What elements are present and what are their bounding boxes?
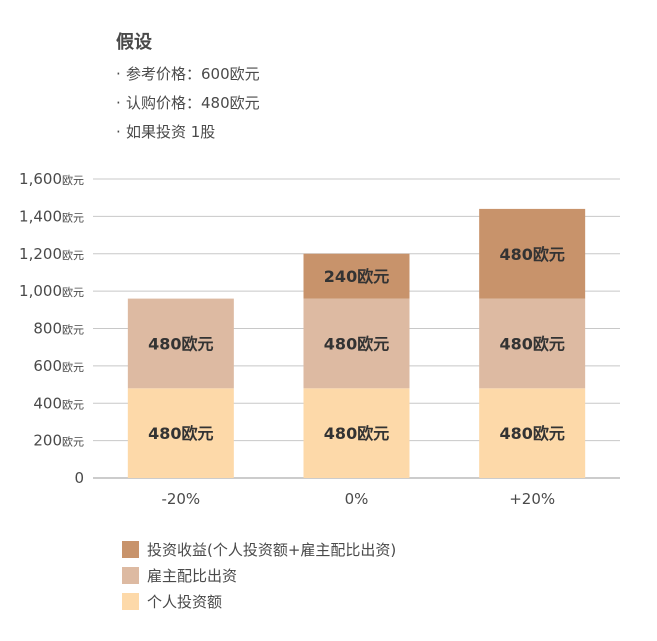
legend-item-personal-investment: 个人投资额	[122, 588, 396, 614]
bar-segment	[127, 298, 234, 389]
bar-data-label: 480欧元	[499, 245, 564, 264]
y-tick-label: 800欧元	[33, 320, 84, 338]
y-tick-label: 600欧元	[33, 357, 84, 375]
y-tick-label: 1,200欧元	[19, 245, 84, 263]
y-tick-label: 1,400欧元	[19, 207, 84, 225]
y-tick-label: 1,600欧元	[19, 170, 84, 188]
bar-segment	[303, 298, 410, 389]
bar-data-label: 480欧元	[324, 334, 389, 353]
y-tick-label: 0	[74, 469, 84, 487]
bar-segment	[303, 388, 410, 478]
bar-data-label: 240欧元	[324, 267, 389, 286]
x-tick-label: +20%	[509, 490, 555, 508]
y-tick-label: 1,000欧元	[19, 282, 84, 300]
legend-label-personal-investment: 个人投资额	[147, 592, 223, 611]
bar-data-label: 480欧元	[324, 424, 389, 443]
assumptions-list: 参考价格：600欧元 认购价格：480欧元 如果投资 1股	[116, 60, 260, 147]
assumption-subscription-price: 认购价格：480欧元	[116, 89, 260, 118]
bar-segment	[479, 388, 586, 478]
bar-segment	[303, 253, 410, 299]
bar-data-label: 480欧元	[499, 334, 564, 353]
legend-item-investment-return: 投资收益(个人投资额+雇主配比出资)	[122, 536, 396, 562]
chart-legend: 投资收益(个人投资额+雇主配比出资) 雇主配比出资 个人投资额	[122, 536, 396, 614]
legend-item-employer-match: 雇主配比出资	[122, 562, 396, 588]
assumptions-title: 假设	[116, 32, 152, 53]
bar-segment	[127, 388, 234, 478]
legend-swatch-employer-match	[122, 566, 139, 584]
y-tick-label: 200欧元	[33, 432, 84, 450]
y-tick-label: 400欧元	[33, 394, 84, 412]
bar-segment	[479, 208, 586, 299]
assumption-reference-price: 参考价格：600欧元	[116, 60, 260, 89]
x-tick-label: 0%	[345, 490, 369, 508]
legend-swatch-investment-return	[122, 540, 139, 558]
bar-data-label: 480欧元	[148, 334, 213, 353]
legend-swatch-personal-investment	[122, 592, 139, 610]
bar-data-label: 480欧元	[148, 424, 213, 443]
x-tick-label: -20%	[161, 490, 200, 508]
legend-label-employer-match: 雇主配比出资	[147, 566, 238, 585]
legend-label-investment-return: 投资收益(个人投资额+雇主配比出资)	[147, 540, 397, 559]
bar-data-label: 480欧元	[499, 424, 564, 443]
assumptions-box: 假设 参考价格：600欧元 认购价格：480欧元 如果投资 1股	[116, 28, 260, 147]
assumption-shares: 如果投资 1股	[116, 118, 260, 147]
bar-segment	[479, 298, 586, 389]
